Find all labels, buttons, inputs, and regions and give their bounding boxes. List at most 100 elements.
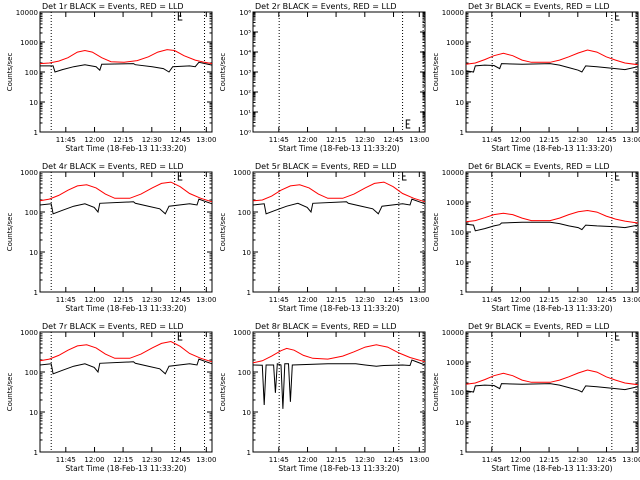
panel-7: Det 7r BLACK = Events, RED = LLD 1 10 100 10… xyxy=(6,322,216,473)
x-tick-label: 12:30 xyxy=(568,296,588,304)
plot-frame xyxy=(252,171,426,293)
x-tick-label: 13:00 xyxy=(622,296,640,304)
x-tick-label: 12:45 xyxy=(170,136,190,144)
y-tick-label: 1000 xyxy=(20,39,38,47)
panel-title: Det 8r BLACK = Events, RED = LLD xyxy=(255,322,397,331)
y-tick-label: 10 xyxy=(455,419,464,427)
y-tick-label: 1000 xyxy=(446,199,464,207)
panel-8: Det 8r BLACK = Events, RED = LLD 1 10 100 10… xyxy=(219,322,429,473)
x-tick-label: 13:00 xyxy=(622,456,640,464)
y-tick-label: 10¹ xyxy=(239,109,251,117)
y-tick-label: 1 xyxy=(247,289,251,297)
x-tick-label: 12:15 xyxy=(113,456,133,464)
x-tick-label: 12:00 xyxy=(297,296,317,304)
x-tick-label: 12:00 xyxy=(84,136,104,144)
interval-bracket-marker xyxy=(615,171,620,181)
x-tick-label: 13:00 xyxy=(196,456,216,464)
x-axis-label: Start Time (18-Feb-13 11:33:20) xyxy=(491,304,612,313)
x-tick-label: 12:00 xyxy=(84,296,104,304)
y-axis-label: Counts/sec xyxy=(6,213,14,252)
y-tick-label: 1 xyxy=(34,449,38,457)
panel-title: Det 5r BLACK = Events, RED = LLD xyxy=(255,162,397,171)
x-tick-label: 12:15 xyxy=(326,456,346,464)
x-tick-label: 11:45 xyxy=(56,136,76,144)
x-tick-label: 12:45 xyxy=(383,456,403,464)
x-axis-label: Start Time (18-Feb-13 11:33:20) xyxy=(278,304,399,313)
interval-bracket-marker xyxy=(177,331,183,341)
x-tick-label: 12:00 xyxy=(297,456,317,464)
x-tick-label: 12:30 xyxy=(568,456,588,464)
panel-title: Det 9r BLACK = Events, RED = LLD xyxy=(468,322,610,331)
y-tick-label: 10 xyxy=(242,249,251,257)
y-tick-label: 10000 xyxy=(442,9,464,17)
events-series-line xyxy=(252,198,426,215)
x-tick-label: 11:45 xyxy=(56,456,76,464)
x-tick-label: 12:45 xyxy=(170,456,190,464)
y-axis-label: Counts/sec xyxy=(219,213,227,252)
interval-bracket-marker xyxy=(177,171,183,181)
plot-frame xyxy=(39,171,213,293)
x-tick-label: 12:45 xyxy=(170,296,190,304)
x-tick-label: 13:00 xyxy=(409,456,429,464)
y-tick-label: 10² xyxy=(239,89,251,97)
y-tick-label: 1 xyxy=(34,129,38,137)
x-tick-label: 12:00 xyxy=(297,136,317,144)
x-tick-label: 12:00 xyxy=(510,296,530,304)
panel-title: Det 4r BLACK = Events, RED = LLD xyxy=(42,162,184,171)
lld-series-line xyxy=(39,49,213,65)
y-tick-label: 10 xyxy=(242,409,251,417)
panel-6: Det 6r BLACK = Events, RED = LLD 1 10 100 10… xyxy=(432,162,640,313)
y-tick-label: 10000 xyxy=(16,9,38,17)
events-series-line xyxy=(465,383,639,393)
y-axis-label: Counts/sec xyxy=(6,53,14,92)
y-axis-label: Counts/sec xyxy=(219,53,227,92)
y-tick-label: 100 xyxy=(451,69,464,77)
panel-5: Det 5r BLACK = Events, RED = LLD 1 10 100 10… xyxy=(219,162,429,313)
y-axis-label: Counts/sec xyxy=(6,373,14,412)
x-axis-label: Start Time (18-Feb-13 11:33:20) xyxy=(278,464,399,473)
panel-title: Det 6r BLACK = Events, RED = LLD xyxy=(468,162,610,171)
y-tick-label: 100 xyxy=(238,209,251,217)
interval-bracket-marker xyxy=(402,171,407,181)
y-tick-label: 10³ xyxy=(239,69,251,77)
panel-1: Det 1r BLACK = Events, RED = LLD 1 10 100 10… xyxy=(6,2,216,153)
y-tick-label: 10 xyxy=(455,99,464,107)
x-tick-label: 12:15 xyxy=(326,296,346,304)
events-series-line xyxy=(465,63,639,73)
y-axis-label: Counts/sec xyxy=(432,53,440,92)
events-series-line xyxy=(252,359,426,409)
y-tick-label: 1 xyxy=(34,289,38,297)
y-tick-label: 1 xyxy=(460,449,464,457)
lld-series-line xyxy=(39,340,213,363)
events-series-line xyxy=(39,358,213,375)
y-tick-label: 1000 xyxy=(20,169,38,177)
x-axis-label: Start Time (18-Feb-13 11:33:20) xyxy=(65,304,186,313)
lld-series-line xyxy=(39,181,213,203)
y-tick-label: 100 xyxy=(25,369,38,377)
panel-2: Det 2r BLACK = Events, RED = LLD 10⁰ 10¹ 10… xyxy=(219,2,429,153)
x-tick-label: 12:15 xyxy=(539,296,559,304)
x-tick-label: 12:30 xyxy=(142,456,162,464)
x-tick-label: 11:45 xyxy=(482,456,502,464)
x-tick-label: 12:45 xyxy=(596,296,616,304)
plot-frame xyxy=(39,11,213,133)
x-tick-label: 12:45 xyxy=(596,456,616,464)
y-tick-label: 10⁵ xyxy=(239,29,251,37)
x-tick-label: 12:30 xyxy=(355,456,375,464)
y-tick-label: 10⁰ xyxy=(239,129,251,137)
x-tick-label: 12:45 xyxy=(383,136,403,144)
y-tick-label: 100 xyxy=(451,389,464,397)
lld-series-line xyxy=(252,344,426,364)
x-tick-label: 12:30 xyxy=(142,296,162,304)
x-tick-label: 12:15 xyxy=(539,456,559,464)
events-series-line xyxy=(39,198,213,215)
lld-series-line xyxy=(252,181,426,203)
x-tick-label: 13:00 xyxy=(196,136,216,144)
y-tick-label: 1 xyxy=(247,449,251,457)
x-tick-label: 12:00 xyxy=(510,136,530,144)
y-tick-label: 100 xyxy=(451,229,464,237)
y-axis-label: Counts/sec xyxy=(432,373,440,412)
y-tick-label: 100 xyxy=(25,209,38,217)
x-tick-label: 13:00 xyxy=(622,136,640,144)
y-tick-label: 10⁶ xyxy=(239,9,251,17)
